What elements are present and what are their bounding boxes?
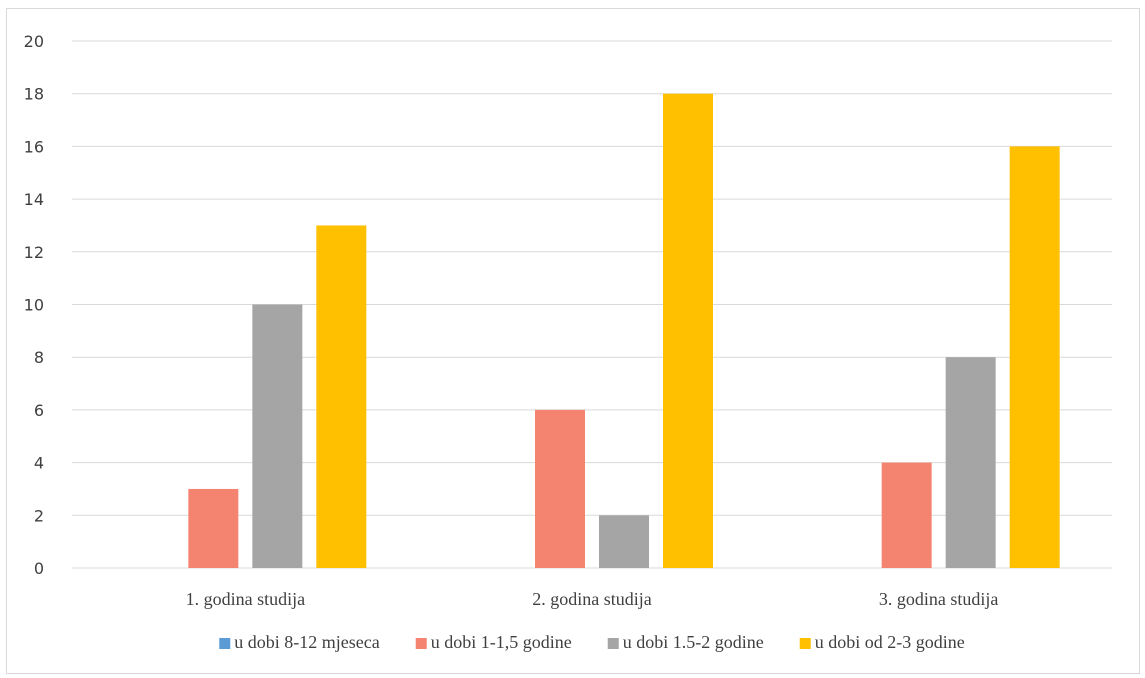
x-axis-categories: 1. godina studija 2. godina studija 3. god… <box>186 589 999 609</box>
y-tick-label: 12 <box>24 243 44 262</box>
y-tick-label: 14 <box>24 190 44 209</box>
legend-swatch <box>799 638 811 649</box>
legend: u dobi 8-12 mjeseca u dobi 1-1,5 godine u … <box>219 632 965 652</box>
legend-label: u dobi 8-12 mjeseca <box>234 632 379 652</box>
x-category-label: 3. godina studija <box>879 589 999 609</box>
bar <box>663 93 713 568</box>
y-tick-label: 6 <box>34 401 44 420</box>
bar <box>1009 146 1060 568</box>
x-category-label: 1. godina studija <box>186 589 306 609</box>
y-tick-label: 0 <box>34 559 44 578</box>
legend-label: u dobi 1-1,5 godine <box>431 632 572 652</box>
bar <box>599 515 649 568</box>
y-tick-label: 2 <box>34 506 44 525</box>
legend-swatch <box>415 638 427 649</box>
bar <box>535 409 585 568</box>
bars <box>188 93 1060 568</box>
legend-label: u dobi od 2-3 godine <box>815 632 965 652</box>
gridlines <box>72 40 1112 569</box>
legend-swatch <box>219 638 231 649</box>
bar <box>252 304 303 568</box>
bar <box>945 357 996 568</box>
y-tick-label: 16 <box>24 137 44 156</box>
y-axis-ticks: 0 2 4 6 8 10 12 14 16 18 20 <box>24 32 44 578</box>
y-tick-label: 18 <box>24 85 44 104</box>
y-tick-label: 20 <box>24 32 44 51</box>
y-tick-label: 10 <box>24 296 44 315</box>
legend-swatch <box>607 638 619 649</box>
y-tick-label: 4 <box>34 454 44 473</box>
y-tick-label: 8 <box>34 348 44 367</box>
bar <box>316 225 367 568</box>
legend-label: u dobi 1.5-2 godine <box>623 632 764 652</box>
bar <box>881 462 932 568</box>
bar <box>188 488 239 568</box>
x-category-label: 2. godina studija <box>532 589 652 609</box>
